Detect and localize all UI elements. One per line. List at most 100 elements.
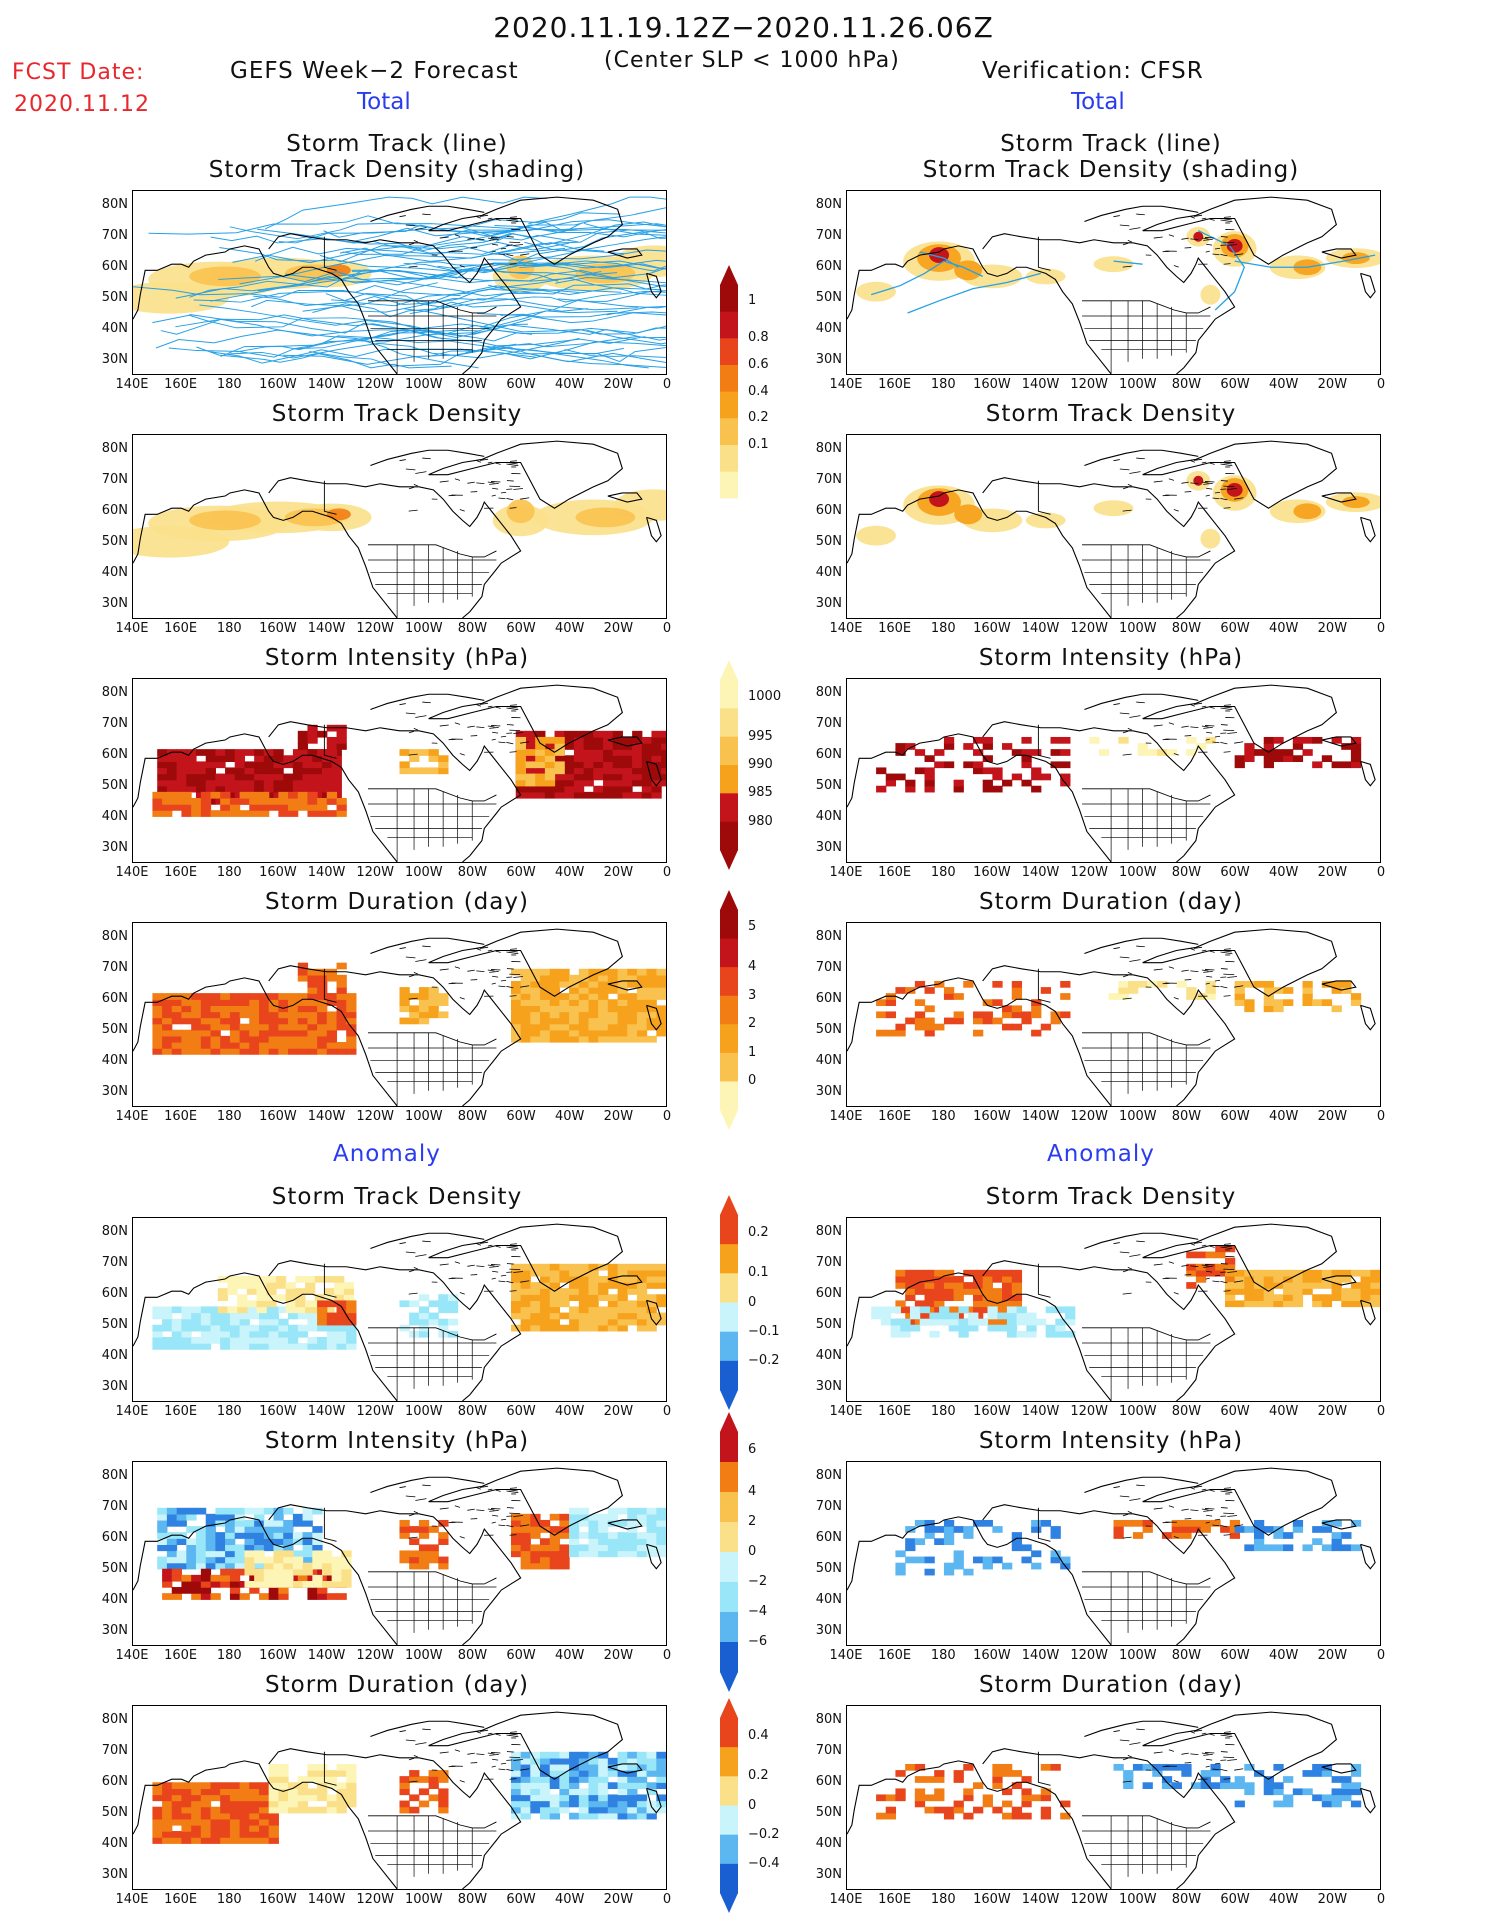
grid-cell <box>324 1275 335 1283</box>
grid-cell <box>539 974 551 982</box>
grid-cell <box>249 1812 260 1820</box>
lat-tick-label: 30N <box>815 595 842 611</box>
grid-cell <box>520 1312 531 1320</box>
grid-cell <box>259 1794 270 1802</box>
island-outline <box>1168 478 1175 481</box>
grid-cell <box>963 1812 974 1820</box>
grid-cell <box>1040 1763 1052 1771</box>
lon-tick-label: 60W <box>506 865 536 880</box>
grid-cell <box>409 1776 420 1783</box>
grid-cell <box>1321 1544 1333 1552</box>
grid-cell <box>987 1312 998 1320</box>
island-outline <box>1122 1780 1132 1783</box>
island-outline <box>408 242 415 246</box>
island-outline <box>506 1524 514 1528</box>
island-outline <box>520 1524 530 1527</box>
island-outline <box>1220 497 1228 501</box>
grid-cell <box>263 1568 275 1576</box>
grid-cell <box>992 773 1003 781</box>
grid-cell <box>321 1580 333 1588</box>
grid-cell <box>246 1300 258 1308</box>
lat-tick-label: 70N <box>101 960 128 976</box>
grid-cell <box>326 1023 338 1031</box>
grid-cell <box>336 1336 347 1344</box>
island-outline <box>1122 1292 1132 1295</box>
grid-cell <box>317 1312 328 1320</box>
grid-cell <box>1283 1532 1294 1539</box>
grid-cell <box>530 1751 541 1759</box>
island-outline <box>459 1292 465 1295</box>
lon-tick-label: 100W <box>404 1648 443 1663</box>
grid-cell <box>210 1330 221 1338</box>
grid-cell <box>162 810 173 817</box>
grid-cell <box>166 1538 178 1545</box>
grid-cell <box>162 1818 173 1826</box>
colorbar-arrow-top <box>720 1412 738 1432</box>
grid-cell <box>559 1513 570 1521</box>
grid-cell <box>617 1306 628 1314</box>
grid-cell <box>1263 743 1274 750</box>
lon-tick-label: 60W <box>506 621 536 636</box>
grid-cell <box>646 980 657 988</box>
grid-cell <box>1026 1312 1037 1320</box>
colorbar-segment <box>720 1805 738 1836</box>
grid-cell <box>229 993 241 1000</box>
grid-cell <box>229 1023 241 1031</box>
grid-cell <box>632 730 643 738</box>
grid-cell <box>1283 1294 1294 1301</box>
grid-cell <box>617 1029 628 1037</box>
track-line <box>409 290 666 315</box>
grid-cell <box>656 1544 666 1552</box>
grid-cell <box>1200 1782 1211 1789</box>
grid-cell <box>210 1029 221 1037</box>
lon-tick-label: 80W <box>1171 621 1202 636</box>
lat-tick-label: 70N <box>815 960 842 976</box>
grid-cell <box>515 755 527 762</box>
island-outline <box>1234 253 1244 256</box>
grid-cell <box>588 1782 599 1789</box>
grid-cell <box>336 1770 347 1777</box>
grid-cell <box>162 1824 173 1832</box>
island-outline <box>467 1752 475 1755</box>
island-outline <box>476 970 485 973</box>
grid-cell <box>191 993 202 1000</box>
density-shading <box>856 470 1380 549</box>
grid-cell <box>438 999 449 1006</box>
island-outline <box>491 494 496 497</box>
grid-cell <box>326 743 338 750</box>
grid-cell <box>627 1011 638 1019</box>
gridded-field <box>895 1519 1362 1576</box>
grid-cell <box>544 779 556 787</box>
coastline <box>428 1467 623 1536</box>
island-outline <box>439 1507 449 1510</box>
island-outline <box>487 1752 495 1755</box>
grid-cell <box>205 1550 216 1558</box>
grid-cell <box>317 1763 328 1771</box>
grid-cell <box>186 779 197 787</box>
grid-cell <box>1312 999 1323 1006</box>
grid-cell <box>1128 980 1139 988</box>
island-outline <box>520 741 530 744</box>
grid-cell <box>510 1288 522 1295</box>
coastline <box>607 736 643 747</box>
island-outline <box>490 1264 501 1266</box>
grid-cell <box>530 1263 541 1271</box>
track-line <box>339 229 666 259</box>
lon-tick-label: 180 <box>216 1109 242 1124</box>
island-outline <box>1223 1731 1231 1733</box>
grid-cell <box>539 1751 551 1759</box>
grid-cell <box>520 1275 531 1283</box>
grid-cell <box>278 1023 289 1031</box>
lat-tick-label: 70N <box>815 1743 842 1759</box>
grid-cell <box>588 1757 599 1765</box>
grid-cell <box>200 797 212 805</box>
lat-tick-label: 80N <box>815 685 842 701</box>
grid-cell <box>578 1751 590 1759</box>
grid-cell <box>943 1294 955 1301</box>
grid-cell <box>326 749 338 756</box>
track-line <box>480 299 666 328</box>
grid-cell <box>181 1574 192 1582</box>
grid-cell <box>268 999 279 1006</box>
track-line <box>199 304 517 342</box>
grid-cell <box>1002 1282 1013 1289</box>
